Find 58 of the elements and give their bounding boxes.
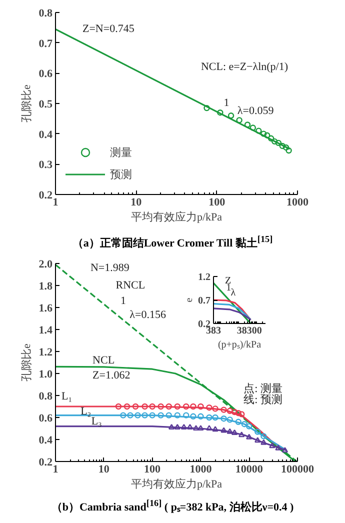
- y-tick-label: 0.8: [38, 390, 53, 402]
- y-tick-label: 1.2: [198, 272, 210, 283]
- x-tick-label: 1000: [190, 464, 212, 476]
- annotation: Z=N=0.745: [82, 23, 135, 36]
- x-axis-title: (p+pₛ)/kPa: [218, 340, 262, 350]
- annotation: λ=0.059: [237, 105, 274, 118]
- annotation: L₂: [80, 405, 92, 418]
- y-tick-label: 2.0: [38, 258, 53, 270]
- y-tick-label: 1.4: [38, 324, 53, 336]
- y-axis-title: 孔隙比e: [20, 84, 33, 122]
- y-tick-label: 0.7: [38, 38, 53, 50]
- y-tick-label: 1.6: [38, 302, 53, 314]
- y-tick-label: 1.0: [38, 368, 53, 380]
- legend-label: 测量: [110, 146, 132, 160]
- annotation: Z=1.062: [92, 370, 130, 382]
- text: （b）Cambria sand$^{[16]}$ ( pₛ=382 kPa, 泊松比ν=0.4 ): [50, 497, 295, 515]
- annotation: NCL: [92, 354, 115, 366]
- y-tick-label: 0.2: [38, 190, 53, 202]
- x-tick-label: 10: [130, 196, 142, 208]
- annotation: λ=0.156: [130, 309, 166, 322]
- annotation: λ: [230, 287, 236, 298]
- annotation: 1: [224, 96, 230, 109]
- x-tick-label: 38300: [236, 326, 262, 336]
- y-tick-label: 0.8: [38, 8, 53, 20]
- x-tick-label: 1: [52, 464, 58, 476]
- x-tick-label: 1000: [286, 196, 309, 208]
- annotation: RNCL: [116, 280, 146, 292]
- x-tick-label: 383: [206, 326, 221, 336]
- annotation: L₁: [62, 390, 72, 402]
- annotation: NCL: e=Z−λln(p/1): [200, 61, 288, 74]
- annotation: 点: 测量: [244, 382, 282, 395]
- x-tick-label: 100: [144, 464, 162, 476]
- annotation: L₃: [91, 415, 102, 428]
- y-axis-title: e: [184, 297, 195, 302]
- y-tick-label: 0.6: [38, 412, 53, 424]
- x-tick-label: 100: [208, 196, 226, 208]
- x-tick-label: 100000: [281, 464, 314, 476]
- x-tick-label: 10000: [235, 464, 264, 476]
- annotation: 线: 预测: [244, 392, 282, 406]
- y-axis-title: 孔隙比e: [20, 343, 33, 382]
- y-tick-label: 0.5: [38, 98, 53, 110]
- annotation: 1: [226, 282, 232, 294]
- y-tick-label: 0.4: [38, 434, 53, 446]
- annotation: 1: [120, 294, 126, 307]
- x-tick-label: 10: [98, 464, 110, 476]
- text: （a）正常固结Lower Cromer Till 黏土$^{[15]}$: [71, 233, 274, 251]
- legend-label: 预测: [110, 168, 132, 182]
- y-tick-label: 1.2: [38, 346, 53, 358]
- y-tick-label: 1.8: [38, 280, 53, 292]
- y-tick-label: 0.6: [38, 68, 53, 80]
- y-tick-label: 0.7: [198, 296, 210, 306]
- y-tick-label: 0.2: [38, 456, 53, 468]
- x-axis-title: 平均有效应力p/kPa: [130, 210, 222, 224]
- annotation: N=1.989: [90, 262, 130, 274]
- y-tick-label: 0.4: [38, 128, 53, 141]
- x-axis-title: 平均有效应力p/kPa: [130, 478, 222, 490]
- x-tick-label: 1: [52, 196, 58, 208]
- y-tick-label: 0.3: [38, 159, 53, 172]
